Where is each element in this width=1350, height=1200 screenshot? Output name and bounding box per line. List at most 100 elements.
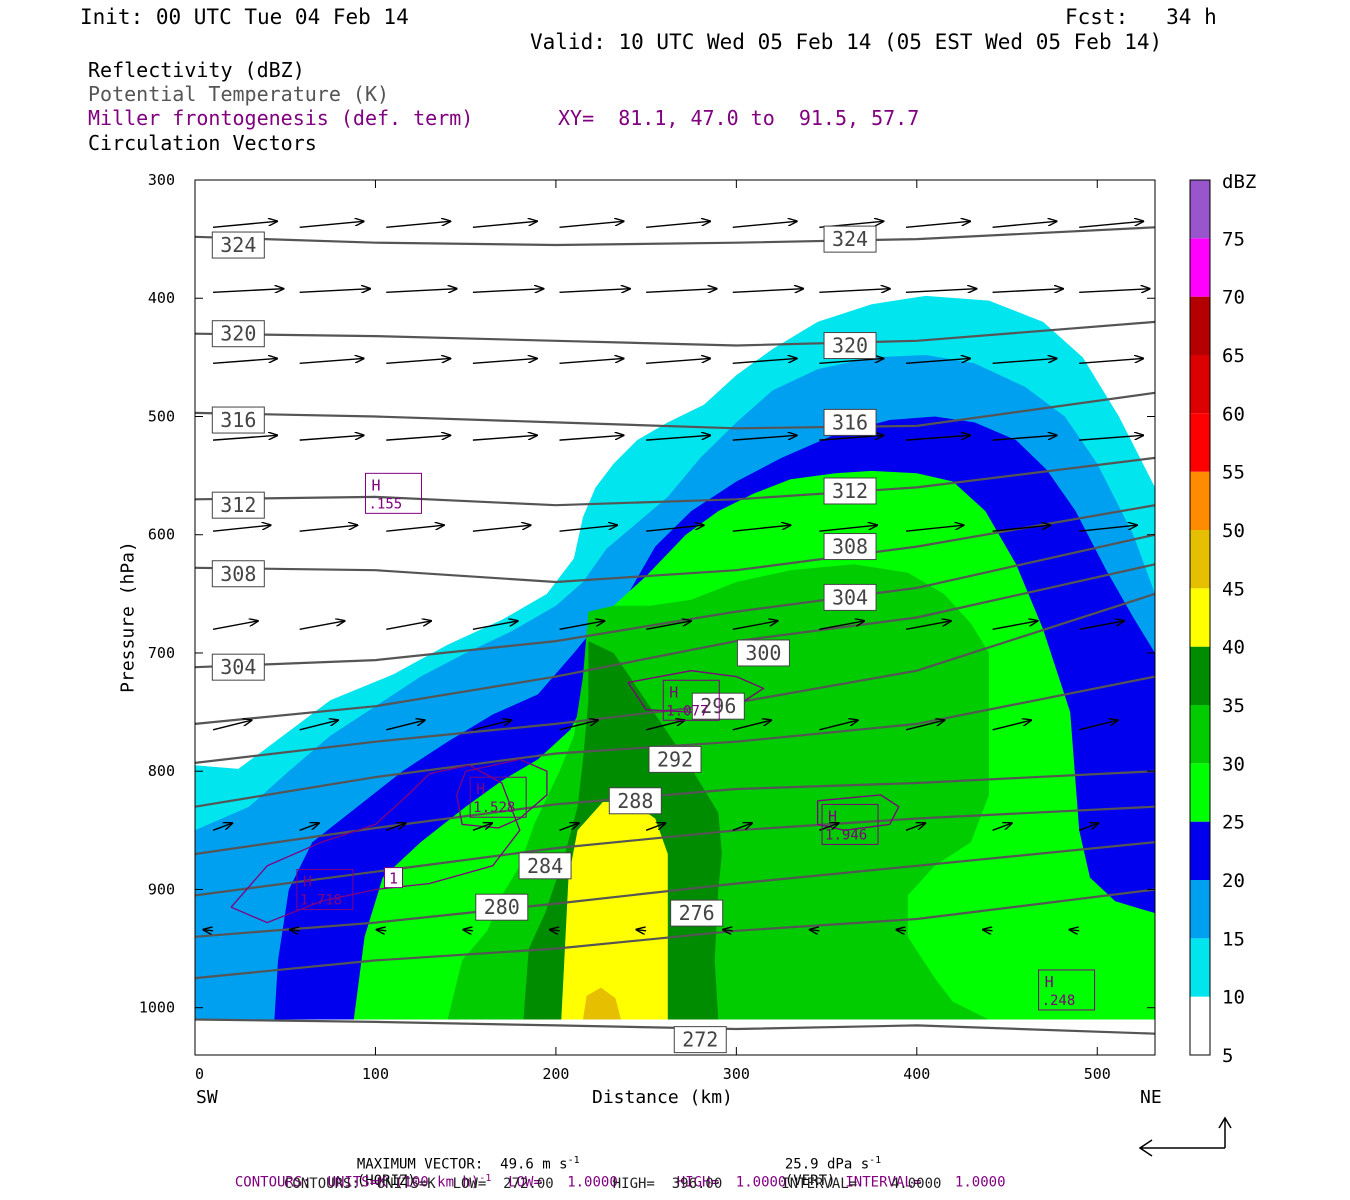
theta-label-320: 320 — [211, 320, 265, 348]
circulation-vector — [1079, 435, 1143, 441]
circulation-vector — [992, 221, 1057, 228]
circulation-vector — [550, 930, 560, 931]
colorbar-swatch — [1190, 413, 1210, 472]
circulation-vector — [559, 221, 624, 228]
theta-label-324: 324 — [211, 231, 265, 259]
colorbar-level-label: 75 — [1222, 228, 1245, 250]
theta-label-272: 272 — [673, 1026, 727, 1054]
colorbar-swatch — [1190, 938, 1210, 997]
circulation-vector — [819, 525, 877, 532]
svg-text:316: 316 — [220, 408, 256, 432]
circulation-vector — [646, 358, 710, 364]
circulation-vector — [299, 358, 364, 364]
theta-contour-276 — [195, 888, 1155, 980]
circulation-vector — [212, 621, 258, 631]
frontogenesis-max-1.718: H 1.718 — [296, 868, 354, 910]
circulation-vector — [386, 358, 450, 364]
theta-label-296: 296 — [691, 692, 745, 720]
colorbar-level-label: 45 — [1222, 578, 1245, 600]
theta-contour-320 — [195, 320, 1155, 347]
circulation-vector — [819, 358, 883, 364]
x-right-end-label: NE — [1140, 1087, 1162, 1108]
circulation-vector — [559, 435, 624, 441]
theta-label-280: 280 — [475, 893, 529, 921]
legend-xy: XY= 81.1, 47.0 to 91.5, 57.7 — [558, 106, 920, 130]
svg-text:312: 312 — [832, 479, 868, 503]
theta-label-324: 324 — [823, 225, 877, 253]
colorbar-swatch — [1190, 646, 1210, 705]
colorbar-level-label: 15 — [1222, 928, 1245, 950]
circulation-vector — [1079, 621, 1124, 631]
x-left-end-label: SW — [196, 1087, 218, 1108]
theta-contour-292 — [195, 675, 1155, 808]
y-tick-label: 1000 — [139, 999, 175, 1017]
circulation-vector — [992, 525, 1051, 532]
circulation-vector — [299, 221, 364, 228]
circulation-vector — [646, 525, 704, 532]
circulation-vector — [212, 720, 251, 731]
circulation-vector — [723, 930, 733, 931]
y-tick-label: 900 — [148, 880, 175, 898]
colorbar-level-label: 60 — [1222, 403, 1245, 425]
init-time: Init: 00 UTC Tue 04 Feb 14 — [80, 5, 409, 29]
x-tick-label: 200 — [542, 1065, 569, 1083]
svg-text:284: 284 — [527, 854, 563, 878]
frontogenesis-contour — [456, 758, 548, 829]
circulation-vector — [472, 289, 543, 293]
colorbar-swatch — [1190, 355, 1210, 414]
svg-text:304: 304 — [220, 655, 256, 679]
colorbar-level-label: 65 — [1222, 345, 1245, 367]
circulation-vector — [819, 621, 864, 631]
circulation-vector — [819, 435, 883, 441]
circulation-vector — [1070, 930, 1080, 931]
colorbar-level-label: 10 — [1222, 987, 1245, 1009]
svg-text:H: H — [1045, 973, 1054, 991]
colorbar-unit: dBZ — [1222, 171, 1256, 193]
theta-label-304: 304 — [823, 583, 877, 611]
frontogenesis-contour — [627, 670, 765, 713]
svg-text:1.077: 1.077 — [666, 703, 708, 719]
svg-text:320: 320 — [220, 322, 256, 346]
circulation-vector — [386, 435, 450, 441]
theta-label-308: 308 — [211, 560, 265, 588]
colorbar-level-label: 20 — [1222, 870, 1245, 892]
theta-label-292: 292 — [648, 745, 702, 773]
theta-label-316: 316 — [823, 408, 877, 436]
circulation-vector — [1079, 720, 1117, 731]
svg-text:H: H — [476, 780, 485, 798]
circulation-vector — [732, 358, 797, 364]
circulation-vector — [386, 621, 431, 631]
frontogenesis-max-.248: H .248 — [1038, 969, 1096, 1011]
circulation-vector — [992, 621, 1038, 631]
legend-frontogenesis: Miller frontogenesis (def. term) — [88, 106, 474, 130]
circulation-vector — [646, 435, 710, 441]
theta-contour-280 — [195, 841, 1155, 938]
circulation-vector — [1079, 221, 1143, 228]
circulation-vector — [905, 525, 964, 532]
theta-label-308: 308 — [823, 533, 877, 561]
svg-text:300: 300 — [745, 641, 781, 665]
theta-label-316: 316 — [211, 406, 265, 434]
circulation-vector — [472, 621, 518, 631]
circulation-vector — [1079, 358, 1143, 364]
circulation-vector — [810, 930, 820, 931]
circulation-vector — [1079, 525, 1137, 532]
theta-label-288: 288 — [608, 787, 662, 815]
colorbar-swatch — [1190, 763, 1210, 822]
circulation-vector — [559, 358, 624, 364]
circulation-vector — [896, 930, 907, 931]
theta-label-312: 312 — [823, 477, 877, 505]
svg-text:H: H — [669, 683, 678, 701]
x-axis-title: Distance (km) — [592, 1087, 733, 1108]
circulation-vector — [819, 720, 857, 731]
colorbar-swatch — [1190, 180, 1210, 239]
circulation-vector — [1079, 289, 1149, 293]
svg-text:312: 312 — [220, 493, 256, 517]
theta-contour-304 — [195, 533, 1155, 669]
svg-text:1.528: 1.528 — [473, 800, 515, 816]
theta-label-276: 276 — [670, 899, 724, 927]
circulation-vector — [1078, 823, 1098, 831]
valid-time: Valid: 10 UTC Wed 05 Feb 14 (05 EST Wed … — [530, 30, 1163, 54]
circulation-vector — [386, 720, 424, 731]
